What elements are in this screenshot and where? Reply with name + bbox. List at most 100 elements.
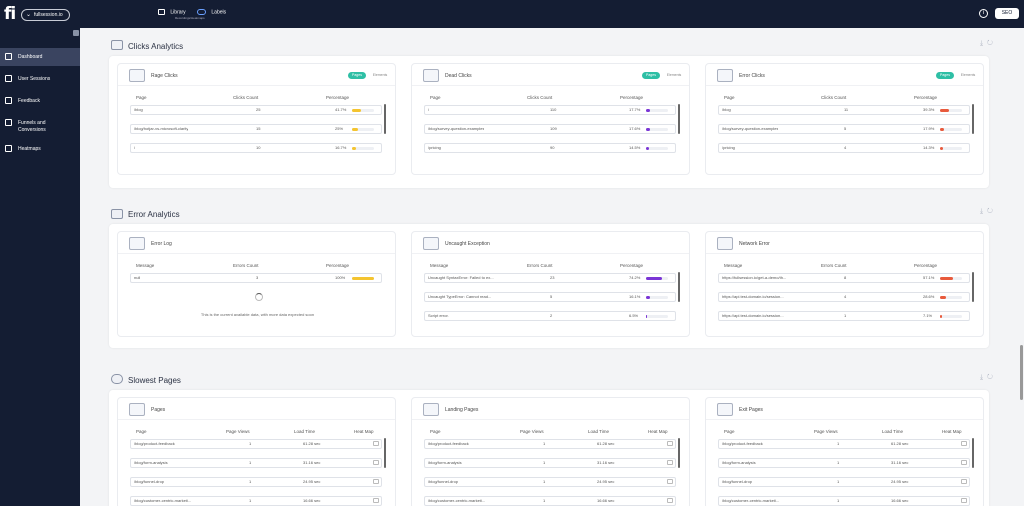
toggle-pages-button[interactable]: Pages <box>642 72 660 79</box>
heatmap-icon[interactable] <box>373 498 379 503</box>
column-header: Clicks Count <box>527 95 553 100</box>
heatmap-icon[interactable] <box>667 479 673 484</box>
table-row[interactable]: / 110 17.7% <box>424 105 676 115</box>
user-menu-button[interactable]: SEO <box>995 8 1019 19</box>
percentage-bar-fill <box>940 109 949 112</box>
heatmap-icon[interactable] <box>667 441 673 446</box>
row-label: Script error. <box>428 313 449 318</box>
row-value: 57.1% <box>923 275 935 280</box>
row-count: 1 <box>543 441 546 446</box>
table-scrollbar[interactable] <box>972 438 974 468</box>
collapse-sidebar-icon[interactable] <box>73 30 79 36</box>
table-scrollbar[interactable] <box>972 272 974 302</box>
table-scrollbar[interactable] <box>384 104 386 134</box>
heatmap-icon[interactable] <box>961 441 967 446</box>
table-row[interactable]: /blog/product-feedback 1 61.28 sec <box>718 439 970 449</box>
refresh-icon[interactable]: ↻ <box>987 374 993 381</box>
sidebar-item-funnels[interactable]: Funnels and Conversions <box>0 114 80 136</box>
heatmap-icon[interactable] <box>373 460 379 465</box>
table-row[interactable]: /blog/product-feedback 1 61.28 sec <box>424 439 676 449</box>
table-row[interactable]: /blog/survey-question-examples 109 17.6% <box>424 124 676 134</box>
table-row[interactable]: /blog/form-analysis 1 31.16 sec <box>718 458 970 468</box>
table-row[interactable]: /blog/form-analysis 1 31.16 sec <box>424 458 676 468</box>
table-scrollbar[interactable] <box>972 104 974 134</box>
column-header: Message <box>136 263 155 268</box>
percentage-bar <box>352 109 374 112</box>
table-scrollbar[interactable] <box>678 104 680 134</box>
percentage-bar <box>352 277 374 280</box>
column-header: Errors Count <box>527 263 553 268</box>
download-icon[interactable]: ⤓ <box>980 40 984 47</box>
table-row[interactable]: https://api.test-domain.io/session... 1 7.… <box>718 311 970 321</box>
heatmap-icon[interactable] <box>961 460 967 465</box>
info-icon[interactable]: i <box>979 9 988 18</box>
table-row[interactable]: /blog/funnel-drop 1 24.95 sec <box>718 477 970 487</box>
row-count: 1 <box>837 460 840 465</box>
table-row[interactable]: https://api.test-domain.io/session... 4 28… <box>718 292 970 302</box>
download-icon[interactable]: ⤓ <box>980 374 984 381</box>
table-row[interactable]: https://fullsession.io/get-a-demo/th... 8… <box>718 273 970 283</box>
table-row[interactable]: /blog 25 41.7% <box>130 105 382 115</box>
table-scrollbar[interactable] <box>678 272 680 302</box>
table-row[interactable]: /blog/survey-question-examples 5 17.9% <box>718 124 970 134</box>
heatmap-icon[interactable] <box>961 479 967 484</box>
table-row[interactable]: /blog 11 39.3% <box>718 105 970 115</box>
toggle-elements-button[interactable]: Elements <box>666 73 682 77</box>
table-row[interactable]: null 3 100% <box>130 273 382 283</box>
download-icon[interactable]: ⤓ <box>980 208 984 215</box>
table-row[interactable]: / 10 16.7% <box>130 143 382 153</box>
table-row[interactable]: Uncaught TypeError: Cannot read... 5 16.1% <box>424 292 676 302</box>
heatmap-icon <box>5 145 12 152</box>
percentage-bar-fill <box>940 315 942 318</box>
row-count: 109 <box>550 126 557 131</box>
row-label: /blog/product-feedback <box>722 441 763 446</box>
row-count: 3 <box>256 275 259 280</box>
heatmap-icon[interactable] <box>667 460 673 465</box>
heatmap-icon[interactable] <box>667 498 673 503</box>
table-row[interactable]: /blog/hotjar-vs-microsoft-clarity 15 25% <box>130 124 382 134</box>
sidebar-item-feedback[interactable]: Feedback <box>0 92 80 110</box>
domain-selector[interactable]: ⌄ fullsession.io <box>21 9 70 21</box>
nav-library[interactable]: Library Recordings/Heatmaps <box>158 9 205 20</box>
heatmap-icon[interactable] <box>373 479 379 484</box>
card-title: Error Log <box>151 241 172 247</box>
heatmap-icon[interactable] <box>373 441 379 446</box>
toggle-elements-button[interactable]: Elements <box>372 73 388 77</box>
row-label: /blog/funnel-drop <box>428 479 459 484</box>
row-count: 1 <box>837 498 840 503</box>
toggle-pages-button[interactable]: Pages <box>348 72 366 79</box>
row-count: 8 <box>844 275 847 280</box>
app-logo[interactable]: fi <box>4 4 16 24</box>
nav-labels[interactable]: Labels <box>197 9 226 15</box>
table-scrollbar[interactable] <box>384 438 386 468</box>
table-row[interactable]: Script error. 2 6.5% <box>424 311 676 321</box>
refresh-icon[interactable]: ↻ <box>987 40 993 47</box>
table-row[interactable]: Uncaught SyntaxError: Failed to ex... 23 7… <box>424 273 676 283</box>
table-row[interactable]: /blog/funnel-drop 1 24.95 sec <box>130 477 382 487</box>
toggle-elements-button[interactable]: Elements <box>960 73 976 77</box>
row-value: 17.6% <box>629 126 641 131</box>
table-row[interactable]: /blog/form-analysis 1 31.16 sec <box>130 458 382 468</box>
sidebar-item-user-sessions[interactable]: User Sessions <box>0 70 80 88</box>
row-value: 61.28 sec <box>303 441 321 446</box>
table-row[interactable]: /blog/funnel-drop 1 24.95 sec <box>424 477 676 487</box>
table-row[interactable]: /pricing 4 14.3% <box>718 143 970 153</box>
row-value: 16.66 sec <box>597 498 615 503</box>
page-scrollbar[interactable] <box>1020 345 1023 400</box>
percentage-bar <box>646 277 668 280</box>
card-title: Uncaught Exception <box>445 241 490 247</box>
percentage-bar-fill <box>940 277 953 280</box>
table-scrollbar[interactable] <box>678 438 680 468</box>
table-row[interactable]: /blog/customer-centric-marketi... 1 16.66 … <box>424 496 676 506</box>
refresh-icon[interactable]: ↻ <box>987 208 993 215</box>
sidebar-item-dashboard[interactable]: Dashboard <box>0 48 80 66</box>
table-row[interactable]: /blog/customer-centric-marketi... 1 16.66 … <box>718 496 970 506</box>
percentage-bar <box>646 109 668 112</box>
sidebar-item-heatmaps[interactable]: Heatmaps <box>0 140 80 158</box>
table-row[interactable]: /blog/product-feedback 1 61.28 sec <box>130 439 382 449</box>
column-header: Load Time <box>588 429 610 434</box>
table-row[interactable]: /blog/customer-centric-marketi... 1 16.66 … <box>130 496 382 506</box>
heatmap-icon[interactable] <box>961 498 967 503</box>
table-row[interactable]: /pricing 90 14.5% <box>424 143 676 153</box>
toggle-pages-button[interactable]: Pages <box>936 72 954 79</box>
